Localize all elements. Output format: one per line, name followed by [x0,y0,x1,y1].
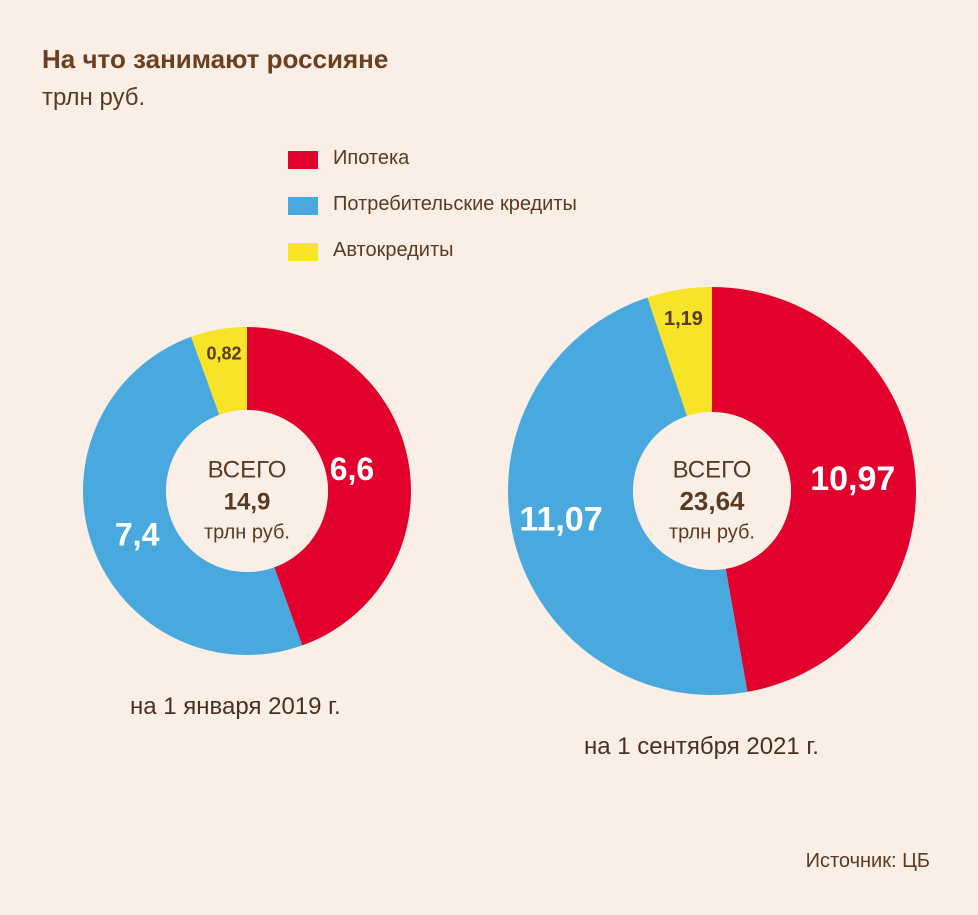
chart-subtitle: трлн руб. [42,84,146,111]
slice-mortgage-2021 [712,287,917,692]
center-unit-2021: трлн руб. [669,521,755,543]
donut-chart-2019: 6,6 7,4 0,82 ВСЕГО 14,9 трлн руб. [83,327,411,655]
slice-mortgage-2019 [247,327,411,646]
legend-item-mortgage: Ипотека [288,140,708,186]
source-note: Источник: ЦБ [805,850,930,872]
chart-title: На что занимают россияне [42,44,389,74]
value-label-auto-2021: 1,19 [664,308,703,330]
value-label-mortgage-2019: 6,6 [330,451,374,487]
legend-item-auto: Автокредиты [288,232,708,278]
legend-label-consumer: Потребительские кредиты [333,193,577,215]
legend-label-auto: Автокредиты [333,239,454,261]
legend-swatch-auto [288,243,318,261]
value-label-consumer-2019: 7,4 [115,516,160,552]
donut-chart-2021: 10,97 11,07 1,19 ВСЕГО 23,64 трлн руб. [507,287,917,696]
legend-label-mortgage: Ипотека [333,147,410,169]
slice-auto-2019 [191,327,247,415]
center-label-2019: ВСЕГО [208,456,287,483]
legend-swatch-mortgage [288,151,318,169]
center-total-2019: 14,9 [224,488,271,515]
slice-auto-2021 [647,287,712,417]
value-label-auto-2019: 0,82 [207,344,242,364]
donut-center-2021 [633,412,791,570]
slice-consumer-2019 [83,336,303,655]
legend-swatch-consumer [288,197,318,215]
value-label-mortgage-2021: 10,97 [810,460,895,498]
caption-2021: на 1 сентября 2021 г. [584,733,819,760]
donut-center-2019 [166,410,328,572]
legend-item-consumer: Потребительские кредиты [288,186,708,232]
slice-consumer-2021 [507,297,748,696]
value-label-consumer-2021: 11,07 [519,501,602,539]
center-unit-2019: трлн руб. [204,521,290,543]
center-label-2021: ВСЕГО [673,456,752,483]
legend: Ипотека Потребительские кредиты Автокред… [288,140,708,278]
center-total-2021: 23,64 [679,486,745,516]
caption-2019: на 1 января 2019 г. [130,693,341,720]
